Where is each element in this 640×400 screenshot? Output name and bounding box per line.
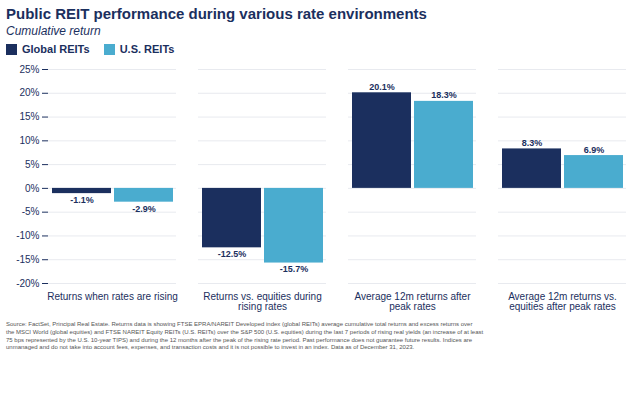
- svg-text:-10%: -10%: [16, 230, 39, 241]
- svg-text:Average 12m returns afterpeak: Average 12m returns afterpeak rates: [355, 291, 472, 312]
- svg-text:-2.9%: -2.9%: [132, 204, 156, 214]
- svg-text:Returns vs. equities duringris: Returns vs. equities duringrising rates: [203, 291, 321, 312]
- html-text:Global REITs: Global REITs: [22, 43, 90, 55]
- svg-text:5%: 5%: [25, 159, 40, 170]
- svg-text:-12.5%: -12.5%: [218, 249, 247, 259]
- html-text:Source: FactSet, Principal Rea: Source: FactSet, Principal Real Estate. …: [6, 321, 484, 351]
- svg-text:15%: 15%: [19, 111, 39, 122]
- svg-text:25%: 25%: [19, 64, 39, 75]
- svg-text:Returns when rates are rising: Returns when rates are rising: [47, 291, 178, 302]
- svg-text:-20%: -20%: [16, 278, 39, 289]
- svg-text:20.1%: 20.1%: [369, 82, 395, 92]
- svg-text:-5%: -5%: [22, 206, 40, 217]
- svg-text:-1.1%: -1.1%: [70, 195, 94, 205]
- svg-text:Average 12m returns vs.equitie: Average 12m returns vs.equities after pe…: [508, 291, 617, 312]
- svg-text:20%: 20%: [19, 87, 39, 98]
- svg-text:-15.7%: -15.7%: [280, 264, 309, 274]
- svg-text:-15%: -15%: [16, 254, 39, 265]
- html-text:Public REIT performance during: Public REIT performance during various r…: [6, 5, 427, 22]
- svg-text:18.3%: 18.3%: [431, 90, 457, 100]
- svg-text:8.3%: 8.3%: [522, 138, 543, 148]
- svg-text:0%: 0%: [25, 183, 40, 194]
- svg-text:6.9%: 6.9%: [584, 145, 605, 155]
- svg-text:10%: 10%: [19, 135, 39, 146]
- html-text:Cumulative return: Cumulative return: [6, 24, 101, 38]
- html-text:U.S. REITs: U.S. REITs: [119, 43, 175, 55]
